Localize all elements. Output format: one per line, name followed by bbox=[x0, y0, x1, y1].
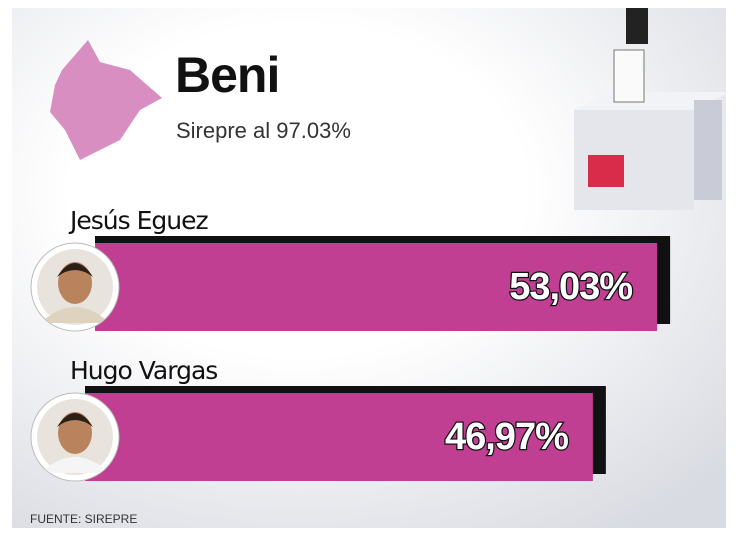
candidate-name: Jesús Eguez bbox=[68, 206, 208, 235]
candidate-name: Hugo Vargas bbox=[70, 356, 217, 385]
infographic: Beni Sirepre al 97.03% FUENTE: SIREPRE J… bbox=[0, 0, 738, 533]
source: FUENTE: SIREPRE bbox=[30, 512, 137, 526]
chart-subtitle: Sirepre al 97.03% bbox=[176, 118, 351, 143]
chart-title: Beni bbox=[175, 47, 279, 103]
value-label: 53,03% bbox=[509, 266, 632, 308]
value-label: 46,97% bbox=[445, 416, 568, 458]
